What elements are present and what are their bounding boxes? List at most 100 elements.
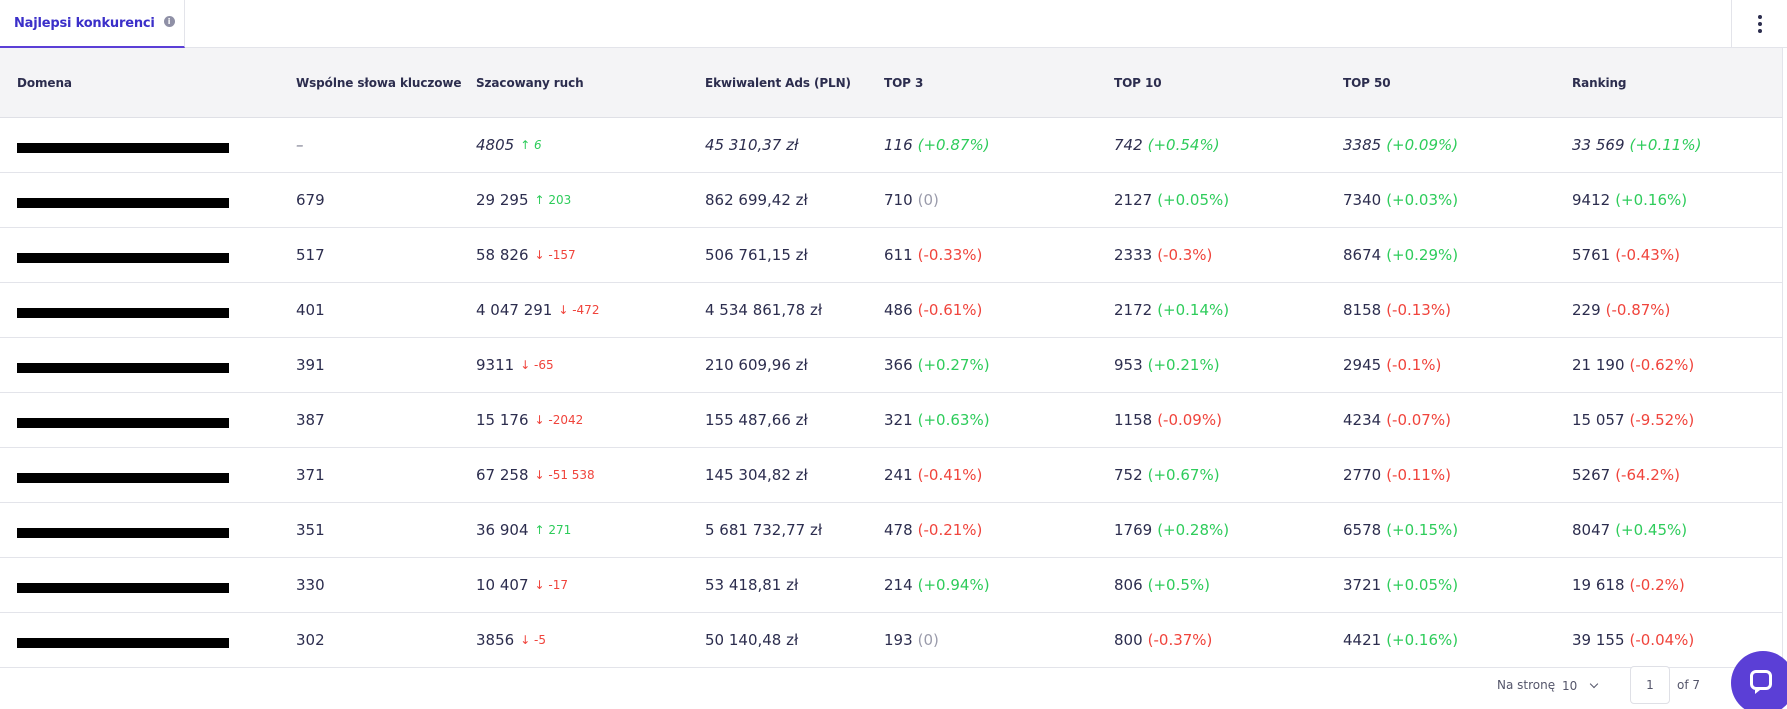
column-header-ads-equivalent[interactable]: Ekwiwalent Ads (PLN) — [705, 76, 851, 90]
domain-cell[interactable] — [17, 393, 229, 447]
domain-cell[interactable] — [17, 448, 229, 502]
redacted-domain — [17, 583, 229, 593]
per-page-select[interactable]: 10 — [1562, 675, 1606, 697]
rank-value: 5761 — [1572, 246, 1611, 264]
top3-cell: 241 (-0.41%) — [884, 448, 982, 502]
ads-equivalent-cell: 5 681 732,77 zł — [705, 521, 823, 539]
top3-value: 611 — [884, 246, 913, 264]
top50-value: 8158 — [1343, 301, 1382, 319]
traffic-delta: ↓ -65 — [520, 358, 554, 372]
top3-cell: 611 (-0.33%) — [884, 228, 982, 282]
traffic-value: 4 047 291 — [476, 301, 553, 319]
traffic-value: 58 826 — [476, 246, 529, 264]
rank-cell: 229 (-0.87%) — [1572, 283, 1670, 337]
top3-value: 193 — [884, 631, 913, 649]
rank-change: (-0.43%) — [1615, 246, 1680, 264]
domain-cell[interactable] — [17, 118, 229, 172]
top10-cell: 806 (+0.5%) — [1114, 558, 1210, 612]
top3-change: (+0.63%) — [917, 411, 990, 429]
top10-value: 953 — [1114, 356, 1143, 374]
rank-change: (+0.45%) — [1615, 521, 1688, 539]
domain-cell[interactable] — [17, 558, 229, 612]
top3-change: (-0.33%) — [917, 246, 983, 264]
ads-equivalent-cell: 45 310,37 zł — [705, 136, 799, 154]
common-keywords-cell: – — [296, 136, 304, 154]
traffic-cell: 36 904 ↑ 271 — [476, 503, 571, 557]
top3-value: 478 — [884, 521, 913, 539]
top3-cell: 193 (0) — [884, 613, 939, 667]
column-header-traffic[interactable]: Szacowany ruch — [476, 76, 584, 90]
top50-change: (-0.11%) — [1386, 466, 1451, 484]
column-header-top10[interactable]: TOP 10 — [1114, 76, 1162, 90]
domain-cell[interactable] — [17, 503, 229, 557]
info-icon[interactable]: i — [163, 15, 175, 27]
column-header-top3[interactable]: TOP 3 — [884, 76, 924, 90]
domain-cell[interactable] — [17, 228, 229, 282]
top50-change: (-0.1%) — [1386, 356, 1442, 374]
traffic-cell: 67 258 ↓ -51 538 — [476, 448, 595, 502]
top10-value: 1769 — [1114, 521, 1153, 539]
top10-cell: 2127 (+0.05%) — [1114, 173, 1229, 227]
rank-change: (+0.11%) — [1629, 136, 1702, 154]
column-header-common-keywords[interactable]: Wspólne słowa kluczowe — [296, 76, 462, 90]
top50-value: 2945 — [1343, 356, 1382, 374]
table-row: 517 58 826 ↓ -157 506 761,15 zł 611 (-0.33%) 2… — [0, 228, 1782, 283]
top3-cell: 366 (+0.27%) — [884, 338, 990, 392]
column-header-domain[interactable]: Domena — [17, 76, 72, 90]
redacted-domain — [17, 638, 229, 648]
domain-cell[interactable] — [17, 338, 229, 392]
redacted-domain — [17, 473, 229, 483]
top3-value: 321 — [884, 411, 913, 429]
traffic-value: 4805 — [476, 136, 515, 154]
chat-button[interactable] — [1731, 651, 1787, 709]
page-number-input[interactable] — [1630, 666, 1670, 704]
top50-change: (-0.07%) — [1386, 411, 1451, 429]
table-body: – 4805 ↑ 6 45 310,37 zł 116 (+0.87%) 742 (+0.54… — [0, 118, 1782, 668]
table-row: 679 29 295 ↑ 203 862 699,42 zł 710 (0) 2127 (+0… — [0, 173, 1782, 228]
top50-value: 6578 — [1343, 521, 1382, 539]
table-row: 401 4 047 291 ↓ -472 4 534 861,78 zł 486 (-0.… — [0, 283, 1782, 338]
traffic-cell: 4 047 291 ↓ -472 — [476, 283, 599, 337]
table-row: – 4805 ↑ 6 45 310,37 zł 116 (+0.87%) 742 (+0.54… — [0, 118, 1782, 173]
more-vertical-icon — [1757, 15, 1762, 19]
column-header-top50[interactable]: TOP 50 — [1343, 76, 1391, 90]
traffic-delta: ↓ -157 — [534, 248, 576, 262]
top50-value: 8674 — [1343, 246, 1382, 264]
rank-change: (-0.87%) — [1605, 301, 1671, 319]
rank-value: 19 618 — [1572, 576, 1625, 594]
top10-value: 806 — [1114, 576, 1143, 594]
common-keywords-cell: 387 — [296, 411, 325, 429]
pagination: Na stronę 10 of 7 — [0, 662, 1787, 709]
rank-value: 5267 — [1572, 466, 1611, 484]
top50-value: 2770 — [1343, 466, 1382, 484]
rank-cell: 5761 (-0.43%) — [1572, 228, 1680, 282]
top10-value: 1158 — [1114, 411, 1153, 429]
top10-value: 752 — [1114, 466, 1143, 484]
rank-cell: 39 155 (-0.04%) — [1572, 613, 1694, 667]
rank-value: 229 — [1572, 301, 1601, 319]
more-vertical-icon — [1757, 29, 1762, 33]
domain-cell[interactable] — [17, 173, 229, 227]
chevron-down-icon — [1590, 679, 1599, 689]
domain-cell[interactable] — [17, 613, 229, 667]
top3-cell: 486 (-0.61%) — [884, 283, 982, 337]
common-keywords-cell: 330 — [296, 576, 325, 594]
table-row: 302 3856 ↓ -5 50 140,48 zł 193 (0) 800 (-0.37%)… — [0, 613, 1782, 668]
tab-top-competitors[interactable]: Najlepsi konkurenci i — [0, 0, 185, 48]
more-options-button[interactable] — [1731, 0, 1787, 48]
common-keywords-cell: 391 — [296, 356, 325, 374]
top10-value: 742 — [1114, 136, 1143, 154]
traffic-cell: 3856 ↓ -5 — [476, 613, 546, 667]
top3-value: 214 — [884, 576, 913, 594]
traffic-value: 29 295 — [476, 191, 529, 209]
rank-change: (+0.16%) — [1615, 191, 1688, 209]
top10-change: (+0.67%) — [1147, 466, 1220, 484]
column-header-ranking[interactable]: Ranking — [1572, 76, 1627, 90]
domain-cell[interactable] — [17, 283, 229, 337]
top3-cell: 116 (+0.87%) — [884, 118, 990, 172]
rank-value: 8047 — [1572, 521, 1611, 539]
top50-cell: 7340 (+0.03%) — [1343, 173, 1458, 227]
table-header: Domena Wspólne słowa kluczowe Szacowany … — [0, 48, 1782, 118]
top50-change: (+0.16%) — [1386, 631, 1459, 649]
top50-cell: 2945 (-0.1%) — [1343, 338, 1441, 392]
